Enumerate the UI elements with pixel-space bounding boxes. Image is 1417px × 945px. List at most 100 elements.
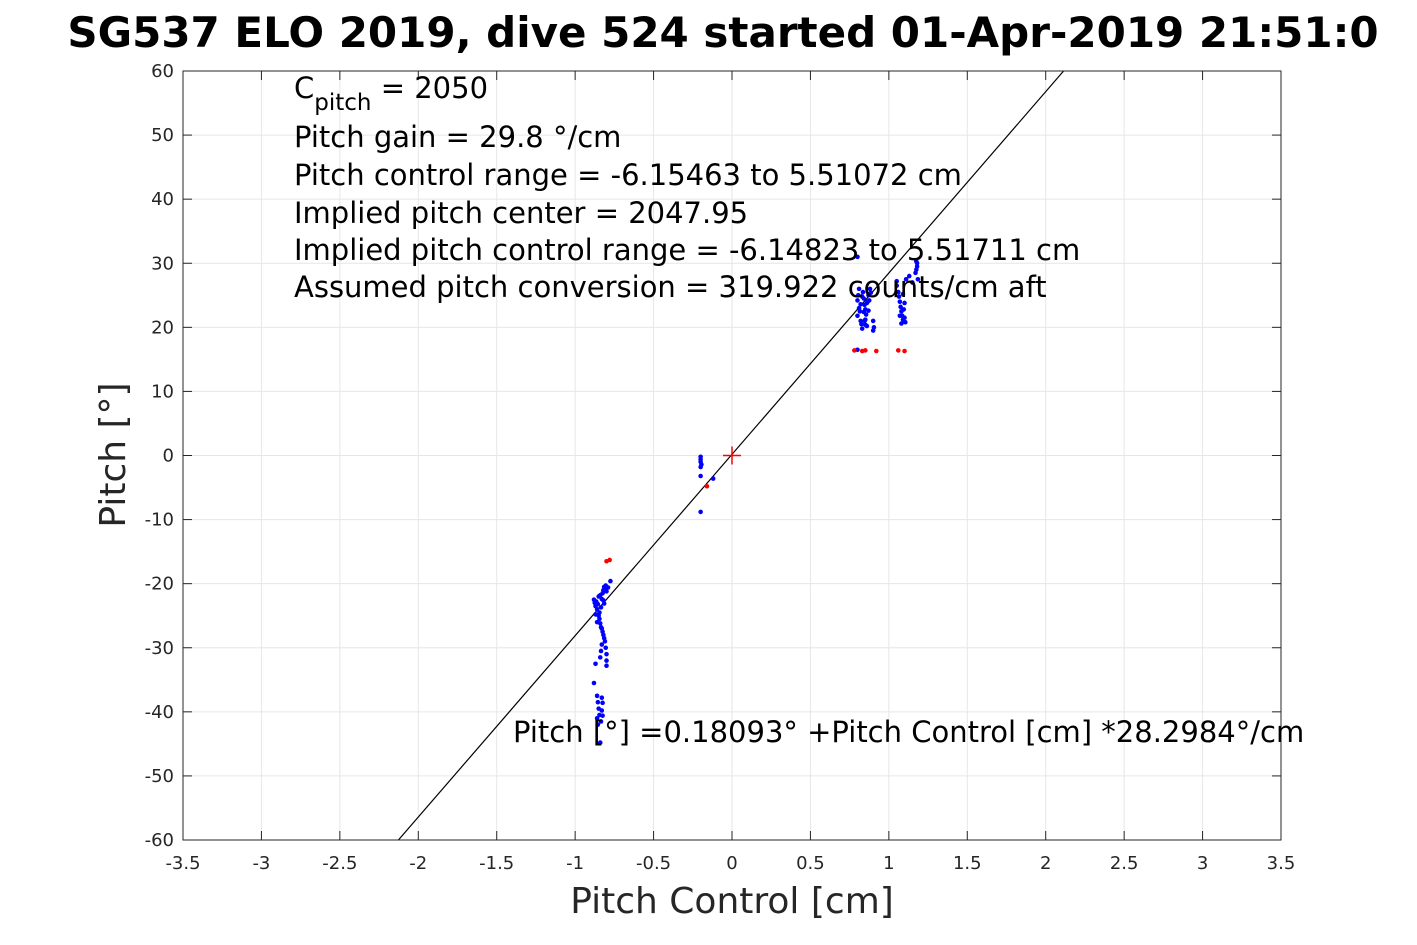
data-point (593, 661, 598, 667)
x-tick-label: 0.5 (796, 853, 825, 874)
data-point (698, 473, 703, 479)
x-tick-label: 2 (1040, 853, 1051, 874)
x-tick-label: 1.5 (953, 853, 982, 874)
y-tick-label: -40 (145, 702, 174, 723)
data-point (895, 348, 901, 353)
x-tick-label: -1.5 (479, 853, 514, 874)
y-tick-label: -10 (145, 510, 174, 531)
y-tick-label: 10 (151, 381, 174, 402)
data-point (599, 642, 605, 647)
y-tick-label: -20 (145, 574, 174, 595)
data-point (867, 286, 873, 292)
data-point (870, 318, 876, 324)
data-point (594, 607, 600, 612)
data-point (594, 619, 600, 625)
data-point (863, 322, 868, 328)
data-point (601, 601, 607, 606)
data-point (594, 715, 600, 721)
data-point (600, 713, 605, 718)
y-axis-label: Pitch [°] (93, 382, 134, 527)
data-point (598, 719, 604, 724)
data-point (595, 601, 601, 607)
x-tick-label: -3 (252, 853, 270, 874)
data-point (862, 318, 867, 324)
data-point (597, 655, 603, 660)
data-point (859, 294, 865, 299)
annotation-line: Assumed pitch conversion = 319.922 count… (294, 270, 1047, 304)
annotation-line: Pitch control range = -6.15463 to 5.5107… (294, 158, 962, 192)
data-point (856, 286, 862, 292)
y-tick-labels: 60 50 40 30 20 10 0 -10 -20 -30 -40 -50 -60 (145, 61, 174, 851)
data-point (895, 289, 901, 295)
center-marker (723, 446, 741, 465)
data-point (604, 658, 609, 663)
data-point (897, 313, 903, 319)
x-tick-labels: -3.5 -3 -2.5 -2 -1.5 -1 -0.5 0 0.5 1 1.5 2 2.5 3 3.5 (165, 853, 1295, 874)
data-point (903, 276, 909, 282)
chart-title: SG537 ELO 2019, dive 524 started 01-Apr-… (67, 8, 1378, 57)
data-point (595, 722, 601, 727)
data-point (859, 326, 865, 331)
data-point (906, 273, 912, 279)
y-tick-label: -30 (145, 638, 174, 659)
data-point (864, 300, 870, 306)
data-point (902, 348, 907, 354)
data-point (600, 700, 605, 706)
data-point (599, 695, 605, 701)
data-point (900, 291, 906, 297)
cpitch-subscript: pitch (314, 90, 371, 116)
x-tick-label: -0.5 (636, 853, 671, 874)
data-point (602, 639, 608, 644)
data-point (902, 315, 907, 321)
data-point (598, 648, 604, 654)
y-tick-label: 40 (151, 189, 174, 210)
data-point (855, 313, 860, 319)
y-tick-label: 50 (151, 125, 174, 146)
data-point (604, 589, 609, 594)
data-point (903, 319, 908, 325)
cpitch-annotation: Cpitch = 2050 (294, 71, 488, 116)
data-point (866, 308, 871, 313)
data-point (698, 464, 703, 470)
data-point (868, 290, 874, 296)
fit-equation-label: Pitch [°] =0.18093° +Pitch Control [cm] … (513, 715, 1304, 749)
data-point (605, 585, 611, 590)
data-point (915, 276, 921, 282)
data-point (899, 321, 904, 326)
data-point (604, 663, 609, 668)
annotation-line: Pitch gain = 29.8 °/cm (294, 120, 621, 154)
data-point (607, 557, 612, 563)
ticks (182, 70, 1282, 841)
x-tick-label: 1 (883, 853, 894, 874)
y-tick-label: 0 (163, 446, 174, 467)
data-point (597, 616, 602, 622)
data-point (598, 605, 604, 610)
data-points (591, 254, 921, 745)
data-point (595, 699, 601, 705)
data-point (855, 292, 861, 298)
data-point (860, 289, 866, 295)
data-point (914, 264, 920, 269)
data-point (901, 307, 907, 312)
data-point (604, 651, 609, 657)
y-tick-label: 20 (151, 317, 174, 338)
data-point (855, 254, 860, 260)
data-point (897, 299, 903, 305)
x-tick-label: -1 (566, 853, 584, 874)
x-tick-label: -2 (409, 853, 427, 874)
data-point (698, 509, 703, 515)
data-point (597, 740, 603, 745)
y-tick-label: 30 (151, 253, 174, 274)
data-point (855, 298, 860, 303)
x-tick-label: 0 (726, 853, 737, 874)
x-tick-label: 3 (1197, 853, 1208, 874)
data-point (896, 294, 902, 299)
data-point (863, 348, 868, 353)
cpitch-value: = 2050 (371, 71, 488, 105)
data-point (603, 645, 609, 651)
data-point (861, 309, 867, 315)
data-point (870, 328, 876, 333)
data-point (874, 348, 879, 354)
data-point (710, 476, 716, 481)
x-axis-label: Pitch Control [cm] (570, 881, 894, 922)
